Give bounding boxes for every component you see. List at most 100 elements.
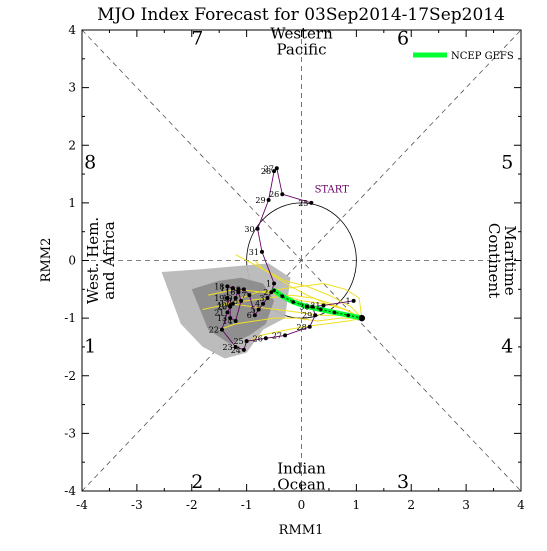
observed-day-label: 6 [247, 311, 252, 320]
observed-day-label: 26 [269, 190, 279, 199]
observed-point [233, 319, 238, 324]
y-axis-label: RMM2 [39, 238, 54, 283]
region-label-line: West. Hem. [84, 217, 102, 304]
observed-point [256, 307, 261, 312]
x-tick-label: 4 [517, 498, 525, 512]
x-tick-label: 3 [462, 498, 470, 512]
observed-point [255, 226, 260, 231]
x-tick-label: 1 [353, 498, 361, 512]
observed-day-label: 16 [225, 288, 235, 297]
observed-day-label: 26 [253, 334, 263, 343]
region-label-line: Indian [277, 460, 326, 478]
observed-point [228, 304, 233, 309]
observed-day-label: 15 [228, 297, 238, 306]
ensemble-member-line-6 [219, 317, 362, 331]
observed-day-label: 31 [310, 301, 320, 310]
x-tick-label: 0 [298, 498, 306, 512]
ensemble-member-line-5 [240, 282, 363, 319]
phase-number-6: 6 [397, 27, 409, 49]
observed-point [241, 287, 246, 292]
observed-day-label: 27 [272, 331, 282, 340]
x-tick-label: -1 [241, 498, 253, 512]
observed-point [321, 303, 326, 308]
observed-point [225, 295, 230, 300]
phase-number-3: 3 [397, 471, 409, 493]
observed-day-label: 22 [209, 326, 219, 335]
ensemble-mean-point [272, 288, 276, 293]
observed-point [259, 249, 264, 254]
region-label-line: Ocean [277, 476, 326, 494]
observed-day-label: 24 [231, 346, 241, 355]
observed-point [280, 192, 285, 197]
observed-point [236, 287, 241, 292]
phase-number-1: 1 [84, 336, 96, 358]
observed-day-label: 30 [299, 303, 309, 312]
observed-point [263, 336, 268, 341]
legend-label-ncep-gefs: NCEP GEFS [451, 51, 514, 62]
observed-day-label: 1 [266, 280, 271, 289]
x-tick-label: -3 [131, 498, 143, 512]
observed-point [313, 313, 318, 318]
observed-point [307, 324, 312, 329]
x-tick-label: -2 [186, 498, 198, 512]
observed-point [283, 333, 288, 338]
observed-day-label: 13 [217, 314, 227, 323]
y-tick-label: -2 [64, 369, 76, 383]
observed-day-label: 18 [214, 282, 224, 291]
region-label-line: Maritime [501, 225, 519, 295]
observed-point [272, 169, 277, 174]
observed-point [274, 166, 279, 171]
observed-day-label: 3 [259, 294, 264, 303]
ensemble-mean-point [346, 313, 350, 318]
forecast-start-marker [358, 314, 366, 322]
phase-number-7: 7 [191, 27, 203, 49]
observed-point [272, 281, 277, 286]
observed-day-label: 19 [214, 294, 224, 303]
observed-point [236, 290, 241, 295]
observed-point [225, 284, 230, 289]
observed-day-label: 12 [217, 301, 227, 310]
observed-point [230, 286, 235, 291]
y-tick-label: 2 [68, 138, 76, 152]
observed-point [269, 290, 274, 295]
observed-day-label: 23 [222, 343, 232, 352]
observed-day-label: 17 [220, 284, 230, 293]
y-tick-label: -4 [64, 484, 76, 498]
region-label-line: Western [270, 25, 333, 43]
observed-point [265, 295, 270, 300]
observed-day-label: 31 [249, 248, 259, 257]
plot-area: 2526272829303112345678910111213141516171… [64, 23, 525, 512]
ensemble-member-line-3 [235, 254, 363, 319]
observed-day-label: 25 [298, 199, 308, 208]
observed-point [252, 313, 257, 318]
observed-day-label: 29 [302, 311, 312, 320]
observed-day-label: 28 [297, 323, 307, 332]
observed-day-label: 28 [261, 167, 271, 176]
observed-day-label: 27 [264, 164, 274, 173]
observed-point [225, 310, 230, 315]
x-tick-label: -4 [76, 498, 88, 512]
ensemble-mean-point [305, 304, 309, 309]
y-tick-label: -3 [64, 426, 76, 440]
observed-point [233, 295, 238, 300]
observed-day-label: 5 [251, 305, 256, 314]
observed-point [309, 200, 314, 205]
legend: NCEP GEFS [413, 51, 514, 62]
observed-day-label: 14 [222, 317, 232, 326]
ensemble-mean-point [332, 310, 337, 315]
x-tick-label: 2 [407, 498, 415, 512]
chart-title: MJO Index Forecast for 03Sep2014-17Sep20… [97, 5, 505, 25]
observed-day-label: 20 [217, 303, 227, 312]
ensemble-mean-point [291, 300, 296, 304]
observed-day-label: 21 [214, 308, 224, 317]
observed-day-label: 7 [241, 291, 246, 300]
observed-day-label: 1 [346, 297, 351, 306]
ensemble-mean-point [318, 307, 323, 312]
observed-point [310, 304, 315, 309]
y-tick-label: 1 [68, 196, 76, 210]
observed-point [247, 293, 252, 298]
x-axis-label: RMM1 [279, 523, 324, 538]
